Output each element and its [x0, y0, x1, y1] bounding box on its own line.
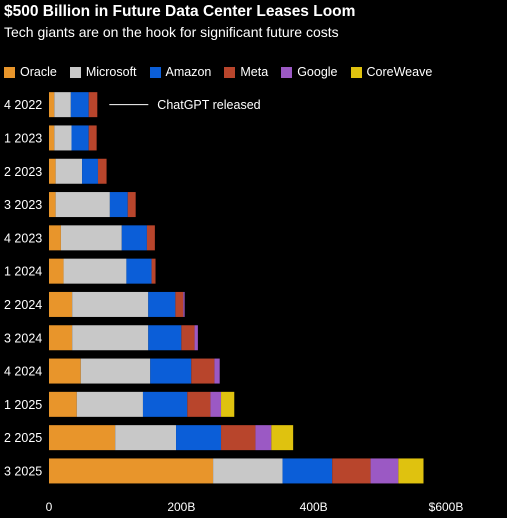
bar-segment-meta [127, 192, 136, 218]
x-tick-label: 200B [167, 500, 195, 514]
bar-segment-coreweave [221, 391, 235, 417]
legend-swatch [4, 66, 15, 78]
bar-segment-google [194, 325, 198, 351]
bar-segment-microsoft [54, 125, 72, 151]
category-label: 1 2024 [4, 265, 42, 279]
bar-segment-oracle [49, 158, 56, 184]
bar-segment-microsoft [80, 358, 151, 384]
bar-segment-amazon [148, 291, 176, 317]
bar-segment-meta [332, 458, 371, 484]
bar-segment-oracle [49, 258, 64, 284]
bar-segment-oracle [49, 325, 73, 351]
bar-segment-coreweave [271, 425, 294, 451]
bar-segment-meta [88, 92, 98, 118]
legend-swatch [149, 66, 161, 78]
bar-segment-microsoft [213, 458, 283, 484]
category-label: 1 2023 [4, 131, 42, 145]
bar-segment-microsoft [72, 291, 149, 317]
bar-segment-oracle [49, 192, 56, 218]
bar-segment-coreweave [398, 458, 424, 484]
bar-segment-oracle [49, 391, 77, 417]
category-label: 4 2024 [4, 365, 42, 379]
bar-segment-microsoft [55, 192, 110, 218]
bar-segment-meta [181, 325, 195, 351]
bar-segment-amazon [71, 125, 89, 151]
bar-segment-oracle [49, 125, 55, 151]
bar-segment-amazon [150, 358, 192, 384]
legend-label: CoreWeave [366, 65, 433, 79]
category-label: 2 2024 [4, 298, 42, 312]
bar-segment-microsoft [63, 258, 127, 284]
legend-item-amazon: Amazon [149, 65, 212, 79]
bar-segment-amazon [148, 325, 182, 351]
category-label: 2 2025 [4, 431, 42, 445]
bar-segment-meta [88, 125, 97, 151]
bar-segment-meta [97, 158, 107, 184]
bar-segment-amazon [70, 92, 89, 118]
bar-segment-oracle [49, 225, 61, 251]
category-label: 4 2023 [4, 231, 42, 245]
bar-segment-amazon [109, 192, 128, 218]
chart-legend: Oracle Microsoft Amazon Meta Google CoreWeave [4, 64, 445, 80]
bar-segment-meta [187, 391, 211, 417]
bar-segment-microsoft [115, 425, 177, 451]
category-label: 3 2023 [4, 198, 42, 212]
category-label: 2 2023 [4, 165, 42, 179]
x-tick-label: 400B [300, 500, 328, 514]
bar-segment-microsoft [55, 158, 83, 184]
legend-swatch [350, 66, 362, 78]
category-label: 4 2022 [4, 98, 42, 112]
bar-segment-amazon [82, 158, 98, 184]
bar-segment-amazon [176, 425, 222, 451]
bar-segment-google [255, 425, 272, 451]
legend-label: Google [297, 65, 338, 79]
bar-segment-google [214, 358, 220, 384]
annotation-label: ChatGPT released [157, 98, 260, 112]
bar-segment-amazon [126, 258, 152, 284]
legend-item-coreweave: CoreWeave [350, 65, 433, 79]
legend-label: Oracle [20, 65, 57, 79]
bar-segment-oracle [49, 425, 116, 451]
category-label: 3 2025 [4, 464, 42, 478]
bar-segment-amazon [282, 458, 333, 484]
bar-segment-meta [151, 258, 156, 284]
bar-segment-meta [191, 358, 215, 384]
bar-segment-microsoft [60, 225, 122, 251]
legend-swatch [224, 66, 236, 78]
x-tick-label: $600B [429, 500, 464, 514]
legend-item-google: Google [281, 65, 338, 79]
category-label: 1 2025 [4, 398, 42, 412]
bar-segment-google [183, 291, 185, 317]
bar-segment-meta [146, 225, 155, 251]
bar-segment-microsoft [76, 391, 143, 417]
legend-item-meta: Meta [224, 65, 268, 79]
legend-item-oracle: Oracle [4, 65, 57, 79]
legend-label: Microsoft [85, 65, 137, 79]
bar-segment-amazon [142, 391, 188, 417]
x-tick-label: 0 [46, 500, 53, 514]
bar-segment-microsoft [72, 325, 149, 351]
bar-segment-meta [175, 291, 184, 317]
bar-segment-google [210, 391, 222, 417]
legend-swatch [69, 66, 81, 78]
chart-title: $500 Billion in Future Data Center Lease… [4, 3, 356, 20]
legend-item-microsoft: Microsoft [69, 65, 137, 79]
bar-segment-meta [221, 425, 256, 451]
legend-swatch [281, 66, 293, 78]
legend-label: Amazon [165, 65, 212, 79]
bar-segment-oracle [49, 358, 81, 384]
bar-segment-oracle [49, 291, 73, 317]
bar-segment-google [370, 458, 399, 484]
bar-segment-oracle [49, 458, 214, 484]
bar-segment-oracle [49, 92, 55, 118]
chart-subtitle: Tech giants are on the hook for signific… [4, 24, 339, 40]
bar-segment-amazon [121, 225, 147, 251]
category-label: 3 2024 [4, 331, 42, 345]
legend-label: Meta [240, 65, 269, 79]
bar-segment-microsoft [54, 92, 71, 118]
